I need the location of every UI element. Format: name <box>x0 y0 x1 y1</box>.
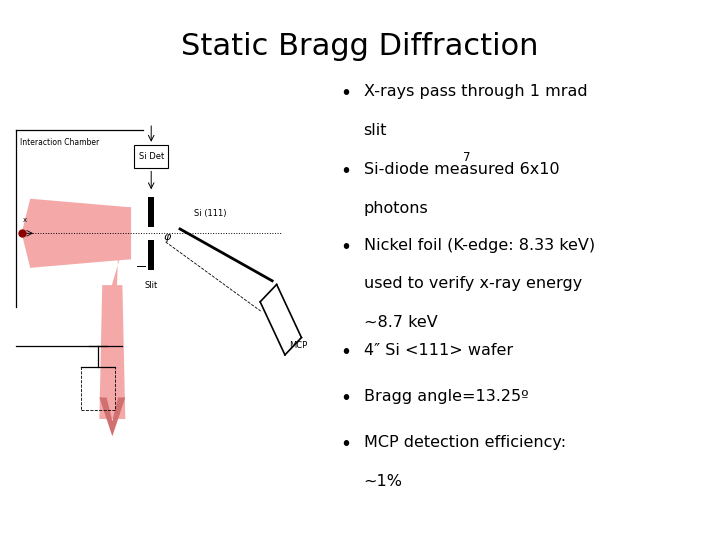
Text: •: • <box>341 238 351 256</box>
Text: 4″ Si <111> wafer: 4″ Si <111> wafer <box>364 343 513 358</box>
Text: MCP detection efficiency:: MCP detection efficiency: <box>364 435 566 450</box>
Text: x: x <box>23 218 27 224</box>
Text: used to verify x-ray energy: used to verify x-ray energy <box>364 276 582 292</box>
Text: MCP: MCP <box>289 341 307 350</box>
Text: •: • <box>341 84 351 103</box>
Polygon shape <box>22 199 131 268</box>
Bar <box>148 240 154 270</box>
Text: Nickel foil (K-edge: 8.33 keV): Nickel foil (K-edge: 8.33 keV) <box>364 238 595 253</box>
Polygon shape <box>102 207 131 384</box>
Text: Slit: Slit <box>145 281 158 290</box>
Text: photons: photons <box>364 201 428 216</box>
Text: 7: 7 <box>464 151 471 164</box>
Text: X-rays pass through 1 mrad: X-rays pass through 1 mrad <box>364 84 588 99</box>
Bar <box>148 197 154 227</box>
Text: Si (111): Si (111) <box>194 209 227 218</box>
Bar <box>134 145 168 168</box>
Bar <box>81 367 115 410</box>
Text: ~1%: ~1% <box>364 474 402 489</box>
Text: •: • <box>341 435 351 454</box>
Text: •: • <box>341 162 351 181</box>
Text: Si-diode measured 6x10: Si-diode measured 6x10 <box>364 162 559 177</box>
Text: $\varphi$: $\varphi$ <box>163 232 172 244</box>
Polygon shape <box>99 285 125 419</box>
Text: Static Bragg Diffraction: Static Bragg Diffraction <box>181 32 539 62</box>
Text: Si Det: Si Det <box>138 152 164 161</box>
Text: •: • <box>341 343 351 362</box>
Text: Interaction Chamber: Interaction Chamber <box>20 138 99 147</box>
Polygon shape <box>99 397 125 436</box>
Text: Bragg angle=13.25º: Bragg angle=13.25º <box>364 389 528 404</box>
Text: ~8.7 keV: ~8.7 keV <box>364 315 437 330</box>
Text: •: • <box>341 389 351 408</box>
Text: slit: slit <box>364 123 387 138</box>
